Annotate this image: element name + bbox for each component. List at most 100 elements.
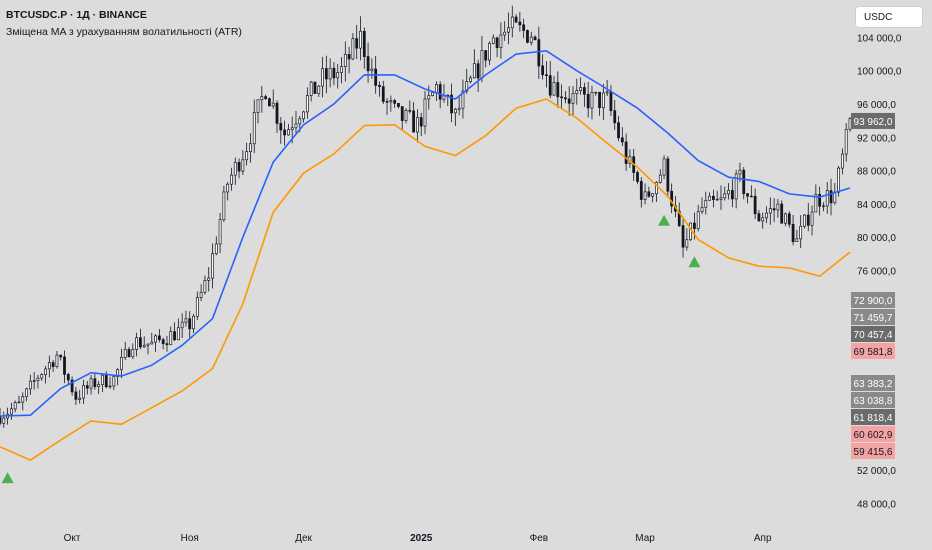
candle-body [355,38,359,49]
candle [746,193,749,204]
candle-body [677,210,681,226]
candle [601,83,605,120]
candle-body [131,349,135,358]
candle [389,95,393,112]
price-label: 63 038,8 [851,392,895,408]
candle [359,16,362,61]
y-tick-label: 88 000,0 [857,167,896,178]
y-tick-label: 48 000,0 [857,499,896,510]
price-label-box [851,292,895,308]
candle [514,14,518,24]
candle-body [305,95,309,113]
y-tick-label: 104 000,0 [857,33,902,44]
candle-body [85,385,89,389]
candle [59,354,63,361]
candle [63,350,66,384]
candle [302,110,305,123]
candle [590,85,594,120]
candle [647,186,651,198]
candle [469,75,472,84]
candle [613,99,617,131]
candle [123,341,127,361]
candle [25,387,28,402]
y-tick-label: 76 000,0 [857,266,896,277]
candle-body [685,239,689,248]
candle-body [275,102,279,124]
candle [548,60,552,99]
candle-body [108,385,112,388]
candle [17,395,21,404]
price-label: 59 415,6 [851,443,895,459]
y-tick-label: 52 000,0 [857,466,896,477]
candle [620,127,624,147]
candle-body [522,24,526,31]
candle [180,313,184,339]
candle [450,83,453,123]
candle-body [9,408,13,415]
candle [419,112,423,137]
candle [461,79,465,119]
plot-area[interactable] [0,5,852,484]
candle-body [21,396,25,403]
candle [784,212,787,227]
candle [2,411,6,428]
candle-body [233,162,237,176]
candle-body [586,93,590,109]
candle [582,82,586,107]
candle [332,62,336,86]
candle [97,380,101,394]
candle-body [336,72,340,79]
price-axis[interactable]: 104 000,0 100 000,0 96 000,0 92 000,0 88 000… [851,33,902,510]
candle [708,192,711,201]
price-label-text: 72 900,0 [854,296,893,307]
candle [120,348,123,379]
candle-body [142,344,146,348]
candle-body [321,68,324,87]
candle-body [268,98,271,107]
candle-body [40,374,44,379]
candle-body [226,183,230,193]
x-tick-label: Фев [530,533,548,544]
candle [340,57,343,84]
candle [753,188,757,219]
candle-body [696,211,700,229]
candle-body [795,238,799,243]
candle [545,61,548,88]
candle-body [173,331,176,341]
candle [366,42,370,83]
candle-body [639,181,643,200]
candle [457,96,461,116]
candle [434,81,438,101]
candle [715,190,719,201]
candle-body [761,217,765,222]
candle-body [495,37,499,48]
candle [404,107,408,124]
candle-body [260,96,264,101]
candle-body [211,253,214,279]
candle [723,186,727,201]
currency-button[interactable]: USDC [855,6,923,28]
candle-body [55,354,59,367]
candle [0,407,2,426]
candle [624,133,628,171]
candle [47,355,51,378]
candle [636,170,639,185]
candle [825,181,829,214]
candle-body [772,208,776,211]
candle-body [404,110,408,121]
candle [749,185,753,198]
candle-body [123,349,127,358]
candle [803,214,806,229]
candle-body [188,318,192,330]
candle-body [825,190,829,207]
candle-body [82,385,85,399]
candle [734,169,738,209]
candle-body [814,194,818,213]
candle [529,31,533,46]
price-label-text: 61 818,4 [854,413,893,424]
candle [730,179,734,208]
candle [677,202,681,228]
x-tick-label: Мар [635,533,655,544]
time-axis[interactable]: Окт Ноя Дек 2025 Фев Мар Апр [64,533,772,544]
